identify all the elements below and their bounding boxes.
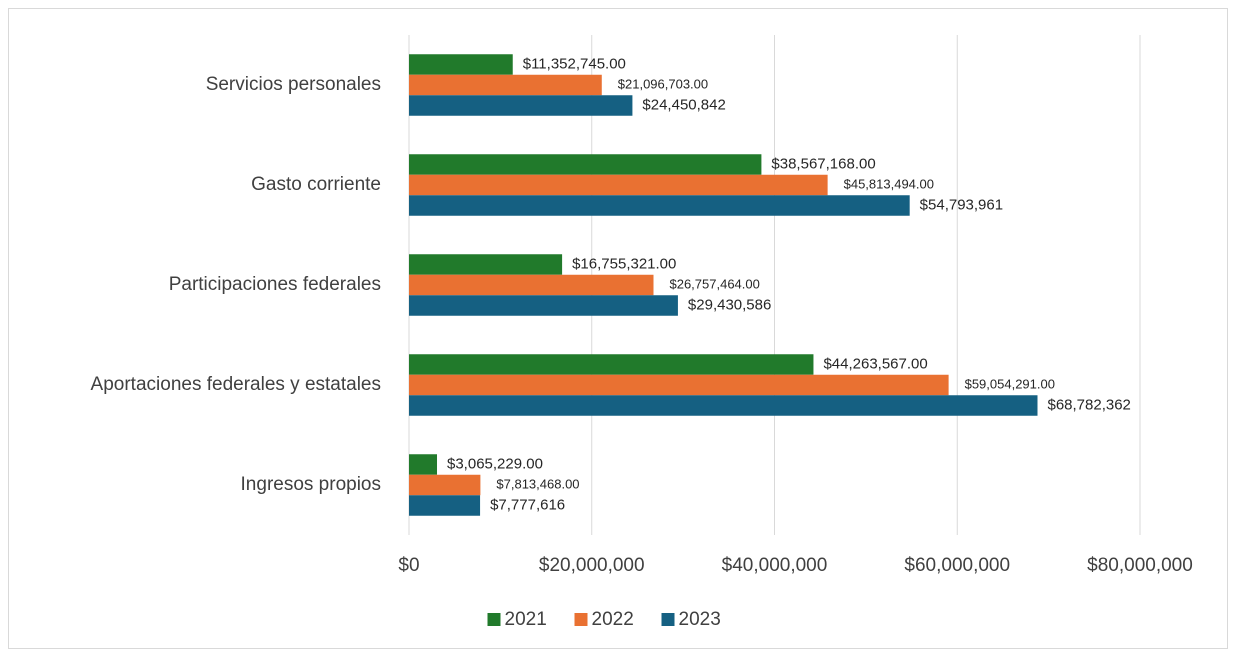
legend-label: 2021 [505, 609, 547, 630]
x-tick-label: $80,000,000 [1087, 555, 1193, 576]
bar [409, 54, 513, 75]
y-tick-label: Participaciones federales [169, 274, 381, 295]
value-label: $54,793,961 [920, 196, 1003, 213]
bar [409, 95, 633, 116]
y-tick-label: Aportaciones federales y estatales [91, 374, 381, 395]
value-label: $68,782,362 [1047, 396, 1130, 413]
value-label: $45,813,494.00 [844, 176, 934, 191]
legend-swatch [487, 613, 501, 626]
bar [409, 474, 481, 496]
value-label: $7,813,468.00 [496, 476, 579, 491]
bar [409, 154, 762, 175]
bar [409, 454, 438, 475]
x-tick-label: $20,000,000 [539, 555, 645, 576]
bar [409, 495, 481, 516]
y-tick-label: Servicios personales [206, 74, 381, 95]
value-label: $7,777,616 [490, 496, 565, 513]
value-label: $3,065,229.00 [447, 455, 543, 472]
value-label: $11,352,745.00 [523, 55, 626, 72]
value-label: $29,430,586 [688, 296, 771, 313]
bar [409, 395, 1038, 416]
bar [409, 295, 678, 316]
bar [409, 254, 563, 275]
bar [409, 354, 814, 375]
x-tick-label: $60,000,000 [904, 555, 1010, 576]
value-label: $38,567,168.00 [771, 155, 875, 172]
x-tick-label: $40,000,000 [722, 555, 828, 576]
x-tick-label: $0 [398, 555, 419, 576]
bar [409, 74, 602, 96]
value-label: $21,096,703.00 [618, 76, 708, 91]
legend-label: 2023 [679, 609, 721, 630]
value-label: $44,263,567.00 [823, 355, 927, 372]
legend-swatch [661, 613, 675, 626]
value-label: $59,054,291.00 [965, 376, 1055, 391]
value-label: $26,757,464.00 [669, 276, 759, 291]
bar [409, 195, 910, 216]
bar [409, 274, 654, 296]
value-label: $24,450,842 [642, 96, 725, 113]
y-tick-label: Ingresos propios [241, 474, 381, 495]
legend-swatch [574, 613, 588, 626]
value-label: $16,755,321.00 [572, 255, 676, 272]
bar [409, 374, 949, 396]
y-tick-label: Gasto corriente [251, 174, 381, 195]
bar [409, 174, 828, 196]
legend-label: 2022 [592, 609, 634, 630]
